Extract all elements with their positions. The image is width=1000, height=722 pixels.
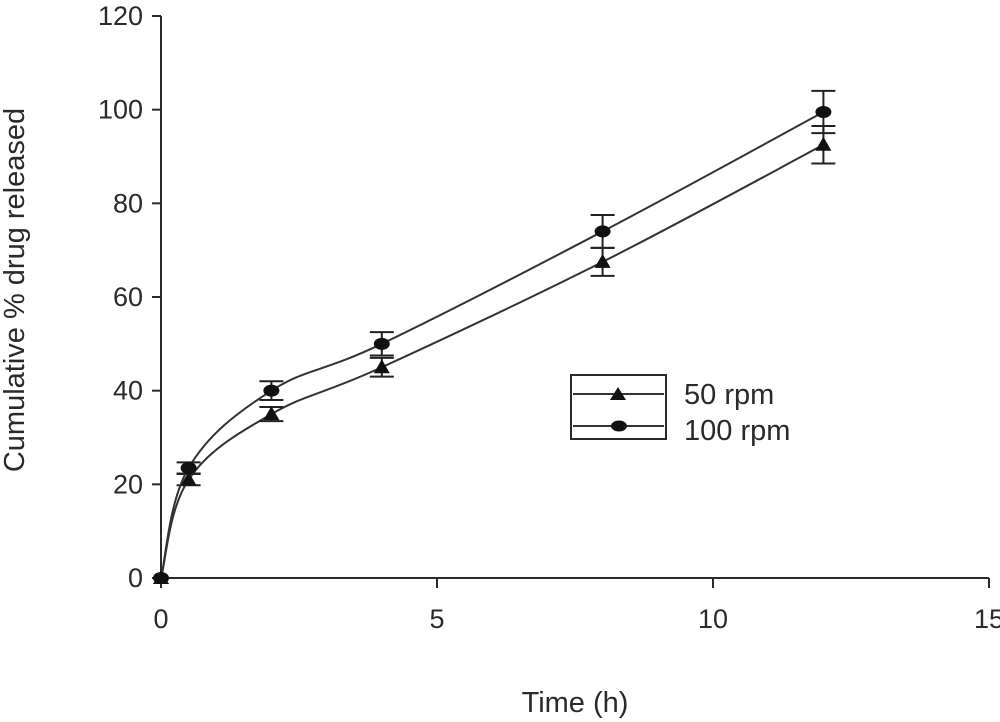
x-tick-label: 5 <box>429 604 444 634</box>
data-point-triangle <box>594 253 611 268</box>
data-point-triangle <box>180 471 197 486</box>
y-tick-label: 40 <box>113 376 143 406</box>
x-tick-label: 15 <box>974 604 1000 634</box>
data-point-circle <box>153 572 169 584</box>
y-ticks: 0 20 40 60 80 100 120 <box>98 1 161 593</box>
data-point-circle <box>263 384 280 397</box>
data-point-triangle <box>263 406 280 421</box>
series-layer <box>153 89 836 584</box>
legend-marker-triangle-icon <box>610 387 626 400</box>
series-100-rpm <box>153 89 836 584</box>
x-tick-label: 0 <box>153 604 168 634</box>
x-axis-title: Time (h) <box>522 687 629 719</box>
data-point-triangle <box>815 136 832 151</box>
legend-label-100-rpm: 100 rpm <box>684 415 790 447</box>
y-tick-label: 100 <box>98 95 143 125</box>
legend-marker-circle-icon <box>611 420 627 432</box>
legend: 50 rpm 100 rpm <box>570 374 790 447</box>
series-line <box>160 111 824 579</box>
y-axis-title: Cumulative % drug released <box>0 108 31 472</box>
y-tick-label: 80 <box>113 188 143 218</box>
data-point-circle <box>373 337 390 350</box>
data-point-triangle <box>373 359 390 374</box>
y-tick-label: 0 <box>128 563 143 593</box>
y-tick-label: 120 <box>98 1 143 31</box>
y-tick-label: 60 <box>113 282 143 312</box>
series-50-rpm <box>153 125 836 584</box>
x-tick-label: 10 <box>698 604 728 634</box>
series-line <box>160 143 824 579</box>
y-tick-label: 20 <box>113 469 143 499</box>
x-ticks: 0 5 10 15 <box>153 578 1000 634</box>
legend-label-50-rpm: 50 rpm <box>684 379 774 411</box>
axes <box>160 16 989 579</box>
data-point-circle <box>594 225 611 238</box>
data-point-circle <box>180 461 197 474</box>
data-point-circle <box>815 106 832 119</box>
